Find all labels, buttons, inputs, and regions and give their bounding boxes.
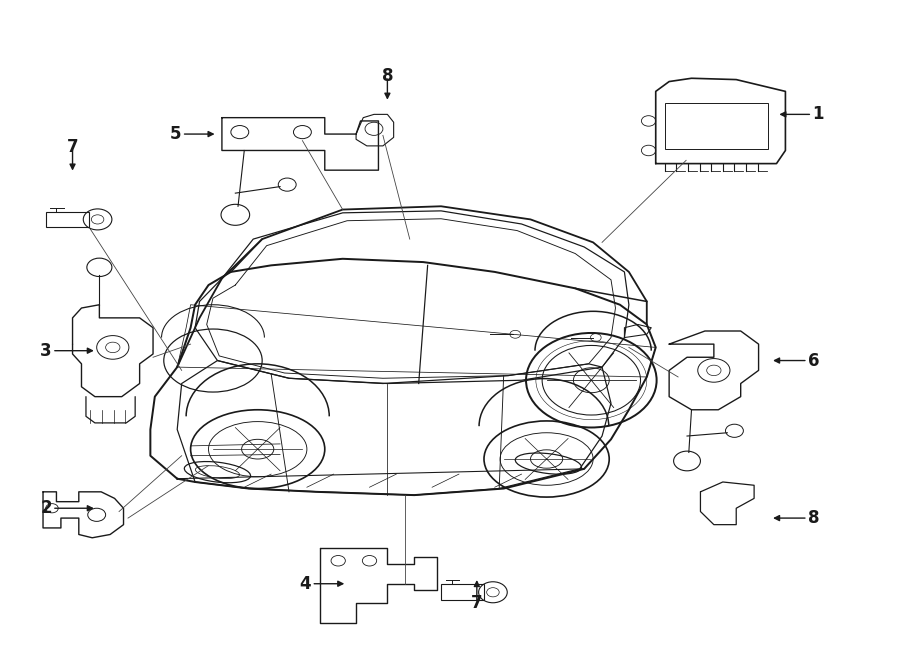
Text: 2: 2 <box>40 499 52 517</box>
Text: 3: 3 <box>40 342 52 359</box>
Text: 1: 1 <box>812 105 824 123</box>
Text: 4: 4 <box>300 575 311 592</box>
Bar <box>46 212 88 227</box>
Bar <box>665 103 768 149</box>
Text: 8: 8 <box>382 68 393 85</box>
Bar <box>441 585 484 600</box>
Text: 6: 6 <box>808 352 819 369</box>
Text: 7: 7 <box>67 138 78 156</box>
Text: 8: 8 <box>808 509 819 527</box>
Text: 5: 5 <box>170 125 182 143</box>
Text: 7: 7 <box>471 594 482 612</box>
